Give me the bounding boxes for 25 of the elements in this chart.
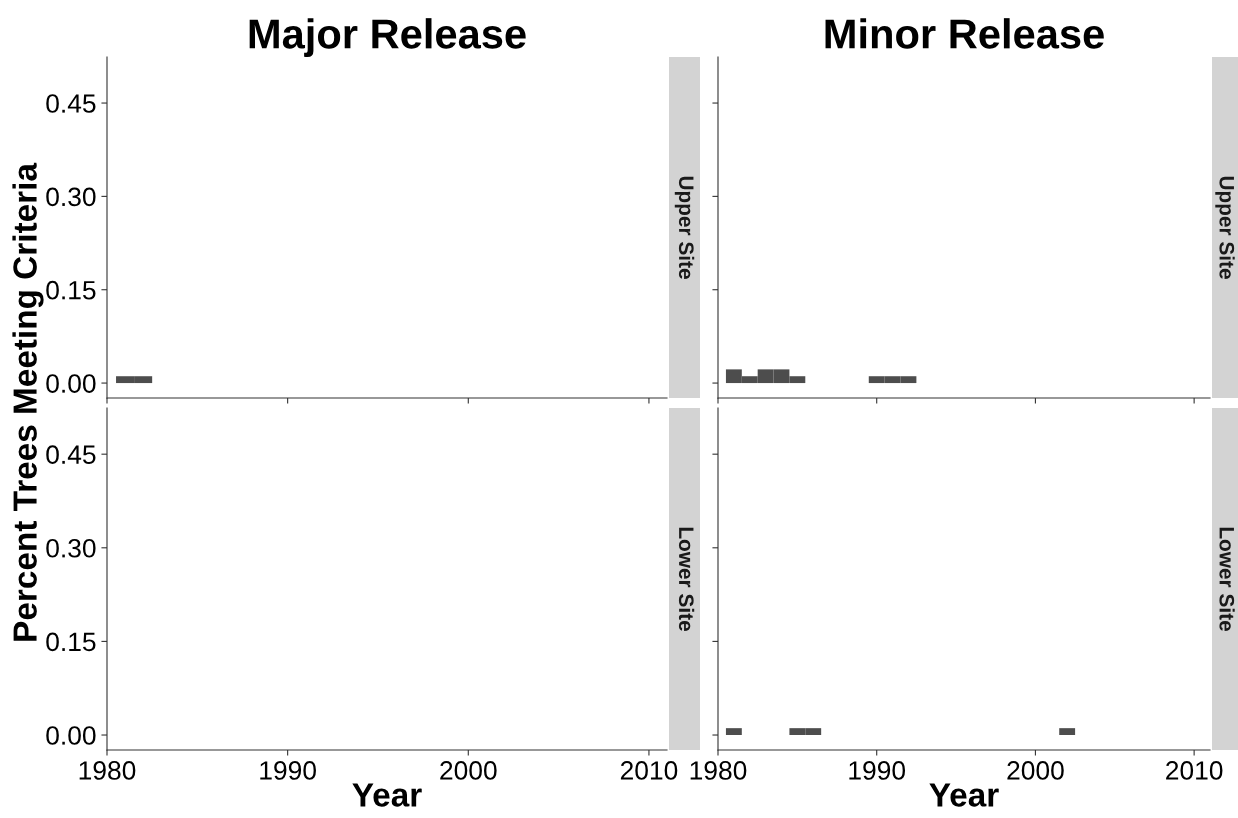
x-tick-label: 1980 bbox=[79, 761, 136, 780]
y-axis-title: Percent Trees Meeting Criteria bbox=[12, 162, 44, 641]
x-tick-label: 2010 bbox=[1166, 761, 1223, 780]
text: Upper Site bbox=[674, 176, 695, 279]
y-tick-label: 0.45 bbox=[46, 94, 96, 113]
y-tick-label: 0.45 bbox=[46, 445, 96, 464]
x-tick-label: 1990 bbox=[260, 761, 316, 780]
y-tick-label: 0.00 bbox=[46, 374, 96, 393]
x-tick-label: 1990 bbox=[849, 761, 906, 780]
text: Lower Site bbox=[1219, 527, 1235, 631]
y-tick-label: 0.00 bbox=[46, 726, 96, 745]
text: Lower Site bbox=[678, 527, 695, 631]
y-tick-label: 0.15 bbox=[46, 280, 96, 300]
x-axis-title: Year bbox=[352, 783, 422, 807]
y-tick-label: 0.30 bbox=[46, 538, 96, 558]
x-tick-label: 2010 bbox=[620, 761, 678, 780]
chart-title: Major Release bbox=[249, 18, 526, 57]
x-tick-label: 2000 bbox=[1007, 761, 1064, 780]
text: Upper Site bbox=[1215, 176, 1235, 279]
x-tick-label: 1980 bbox=[690, 761, 747, 780]
x-axis-title: Year bbox=[929, 783, 999, 807]
y-tick-label: 0.30 bbox=[46, 187, 96, 207]
x-tick-label: 2000 bbox=[440, 761, 497, 780]
y-tick-label: 0.15 bbox=[46, 632, 96, 652]
chart-title: Minor Release bbox=[825, 18, 1104, 49]
